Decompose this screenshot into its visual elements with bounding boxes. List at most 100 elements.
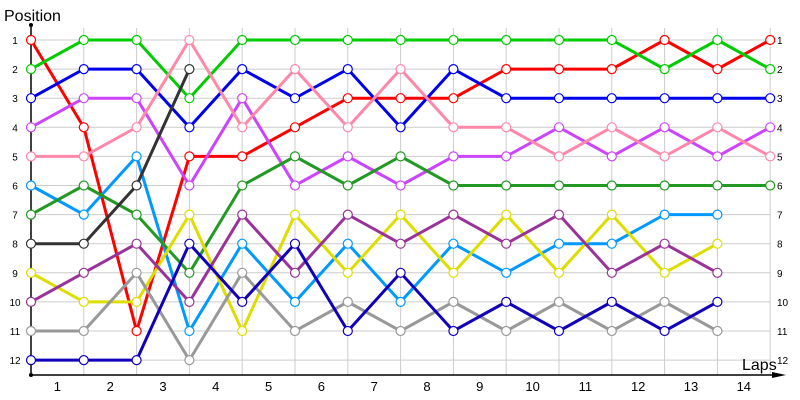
- y-tick-left: 3: [12, 94, 18, 105]
- data-point-marker: [289, 34, 301, 46]
- data-point-marker: [237, 122, 248, 133]
- data-point-marker: [395, 296, 406, 307]
- data-point-marker: [712, 93, 723, 104]
- x-axis-arrow-icon: [772, 372, 786, 378]
- data-point-marker: [606, 34, 617, 46]
- data-point-marker: [78, 355, 89, 366]
- data-point-marker: [184, 209, 195, 220]
- y-tick-right: 7: [777, 211, 783, 222]
- data-point-marker: [659, 209, 670, 220]
- data-point-marker: [765, 180, 776, 191]
- data-point-marker: [237, 34, 248, 46]
- data-point-marker: [25, 209, 37, 220]
- data-point-marker: [342, 122, 353, 133]
- data-point-marker: [712, 209, 723, 220]
- series-navy: [25, 238, 723, 366]
- data-point-marker: [289, 325, 301, 337]
- data-point-marker: [342, 267, 353, 278]
- data-point-marker: [237, 325, 248, 337]
- series-purple: [25, 209, 723, 307]
- y-tick-right: 1: [777, 36, 783, 47]
- data-point-marker: [25, 34, 37, 46]
- data-point-marker: [395, 238, 406, 249]
- data-point-marker: [448, 238, 459, 249]
- data-point-marker: [712, 238, 723, 249]
- y-tick-left: 6: [12, 182, 18, 193]
- x-tick: 10: [525, 379, 539, 394]
- y-tick-right: 5: [777, 152, 783, 163]
- data-point-marker: [659, 63, 670, 75]
- data-point-marker: [289, 151, 301, 162]
- series-light-blue: [25, 151, 723, 337]
- series-yellow: [25, 209, 723, 337]
- data-point-marker: [448, 209, 459, 220]
- data-point-marker: [395, 209, 406, 220]
- data-point-marker: [448, 296, 459, 307]
- data-point-marker: [553, 63, 565, 75]
- data-point-marker: [606, 267, 617, 278]
- data-point-marker: [712, 267, 723, 278]
- data-point-marker: [501, 238, 512, 249]
- x-axis-title: Laps: [742, 357, 777, 374]
- data-point-marker: [25, 63, 37, 75]
- x-tick: 7: [371, 379, 378, 394]
- x-tick: 1: [54, 379, 61, 394]
- y-tick-left: 1: [12, 36, 18, 47]
- data-point-marker: [131, 122, 142, 133]
- data-point-marker: [553, 325, 565, 337]
- series-gray: [25, 267, 723, 366]
- data-point-marker: [78, 325, 89, 337]
- x-tick: 9: [476, 379, 483, 394]
- data-point-marker: [342, 63, 353, 75]
- data-point-marker: [289, 180, 301, 191]
- y-tick-left: 11: [10, 327, 21, 338]
- series-pink: [25, 34, 776, 162]
- data-point-marker: [553, 267, 565, 278]
- data-point-marker: [659, 267, 670, 278]
- data-point-marker: [78, 180, 89, 191]
- data-point-marker: [659, 151, 670, 162]
- axes: [29, 23, 786, 378]
- data-point-marker: [237, 267, 248, 278]
- data-point-marker: [501, 34, 512, 46]
- data-point-marker: [395, 180, 406, 191]
- origin-dot: [29, 373, 33, 377]
- data-point-marker: [448, 93, 459, 104]
- data-point-marker: [237, 296, 248, 307]
- data-point-marker: [184, 238, 195, 249]
- data-point-marker: [448, 34, 459, 46]
- x-tick: 2: [107, 379, 114, 394]
- data-point-marker: [606, 151, 617, 162]
- data-point-marker: [342, 238, 353, 249]
- y-tick-right: 3: [777, 94, 783, 105]
- data-point-marker: [184, 63, 195, 75]
- y-tick-left: 12: [9, 356, 21, 367]
- data-point-marker: [553, 209, 565, 220]
- y-tick-right: 9: [777, 269, 783, 280]
- y-tick-left: 7: [12, 211, 18, 222]
- data-point-marker: [78, 122, 89, 133]
- data-point-marker: [25, 355, 37, 366]
- data-point-marker: [606, 93, 617, 104]
- data-point-marker: [342, 180, 353, 191]
- y-tick-left: 10: [9, 298, 21, 309]
- data-point-marker: [342, 209, 353, 220]
- data-point-marker: [289, 296, 301, 307]
- data-point-marker: [342, 93, 353, 104]
- data-point-marker: [553, 151, 565, 162]
- data-point-marker: [765, 63, 776, 75]
- y-axis-end-dot: [29, 23, 33, 27]
- data-point-marker: [342, 151, 353, 162]
- data-point-marker: [501, 151, 512, 162]
- data-point-marker: [448, 267, 459, 278]
- data-point-marker: [395, 93, 406, 104]
- y-tick-right: 11: [777, 327, 788, 338]
- data-point-marker: [712, 122, 723, 133]
- data-point-marker: [25, 325, 37, 337]
- y-tick-left: 9: [12, 269, 18, 280]
- data-point-marker: [448, 325, 459, 337]
- data-point-marker: [712, 180, 723, 191]
- data-point-marker: [25, 267, 37, 278]
- data-point-marker: [553, 238, 565, 249]
